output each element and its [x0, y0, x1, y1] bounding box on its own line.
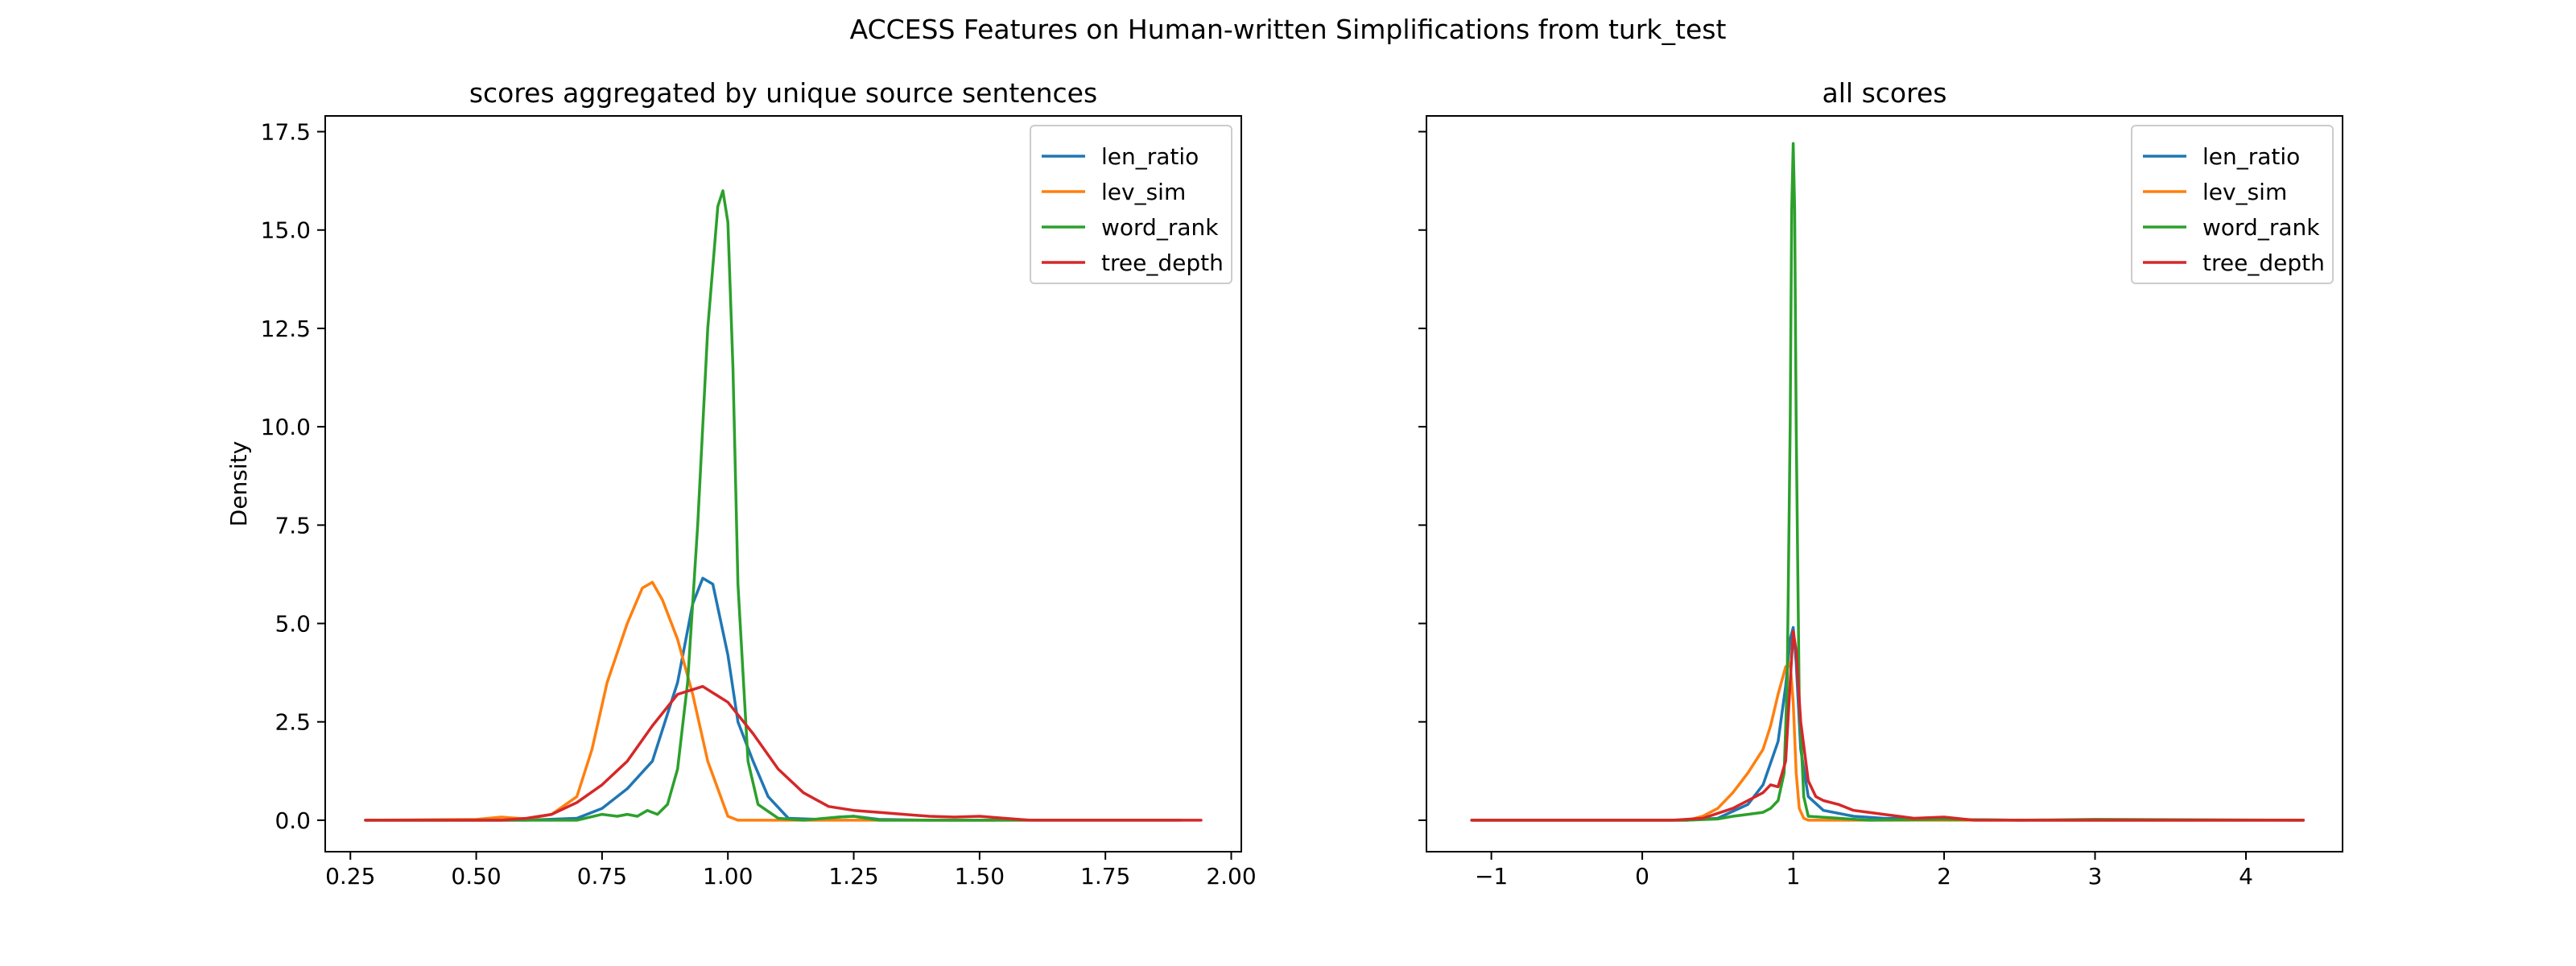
- y-tick-label: 10.0: [261, 414, 311, 440]
- x-tick-label: 1: [1786, 863, 1801, 890]
- legend-label: len_ratio: [1101, 143, 1199, 170]
- legend: len_ratio lev_sim word_rank tree_depth: [1030, 125, 1232, 284]
- series-line-lev_sim: [364, 580, 1032, 822]
- series-line-len_ratio: [1470, 625, 2306, 822]
- plot-frame: [1426, 115, 2343, 852]
- subplot-title: scores aggregated by unique source sente…: [469, 77, 1097, 109]
- legend-label: tree_depth: [1101, 250, 1224, 276]
- y-tick-label: 0.0: [275, 807, 311, 834]
- y-tick-label: 12.5: [261, 316, 311, 342]
- series-line-tree_depth: [1470, 630, 2306, 822]
- legend: len_ratio lev_sim word_rank tree_depth: [2131, 125, 2334, 284]
- legend-label: word_rank: [1101, 214, 1219, 241]
- y-tick-label: 15.0: [261, 217, 311, 244]
- plot-frame: [324, 115, 1242, 852]
- y-axis-label: Density: [225, 441, 252, 526]
- x-tick-label: 1.25: [828, 863, 878, 890]
- series-line-word_rank: [364, 189, 1183, 822]
- legend-label: lev_sim: [1101, 179, 1186, 205]
- y-tick-label: 17.5: [261, 119, 311, 146]
- x-tick-label: 1.75: [1080, 863, 1130, 890]
- y-tick-label: 2.5: [275, 709, 311, 736]
- x-tick-label: 0.75: [577, 863, 627, 890]
- x-tick-label: 2.00: [1206, 863, 1256, 890]
- series-line-len_ratio: [364, 576, 997, 822]
- y-tick-label: 5.0: [275, 611, 311, 638]
- x-tick-label: 1.50: [955, 863, 1005, 890]
- series-line-lev_sim: [1470, 661, 2306, 822]
- legend-label: tree_depth: [2202, 250, 2325, 276]
- figure-title: ACCESS Features on Human-written Simplif…: [850, 14, 1727, 45]
- x-tick-label: 0: [1635, 863, 1649, 890]
- series-line-tree_depth: [364, 684, 1203, 822]
- legend-label: len_ratio: [2202, 143, 2300, 170]
- legend-label: word_rank: [2202, 214, 2320, 241]
- x-tick-label: 2: [1937, 863, 1951, 890]
- subplot-title: all scores: [1823, 77, 1947, 109]
- legend-box: [1030, 125, 1232, 284]
- legend-label: lev_sim: [2202, 179, 2287, 205]
- subplot-aggregated: scores aggregated by unique source sente…: [225, 77, 1257, 890]
- x-tick-label: −1: [1475, 863, 1508, 890]
- series-line-word_rank: [1470, 142, 2306, 822]
- legend-box: [2131, 125, 2334, 284]
- subplot-all-scores: all scores −1 0 1 2 3 4 len_ratio lev_sim word_r…: [1418, 77, 2343, 890]
- x-tick-label: 0.50: [451, 863, 501, 890]
- y-tick-label: 7.5: [275, 512, 311, 539]
- x-tick-label: 0.25: [325, 863, 375, 890]
- x-tick-label: 3: [2088, 863, 2103, 890]
- x-tick-label: 4: [2239, 863, 2253, 890]
- x-tick-label: 1.00: [703, 863, 753, 890]
